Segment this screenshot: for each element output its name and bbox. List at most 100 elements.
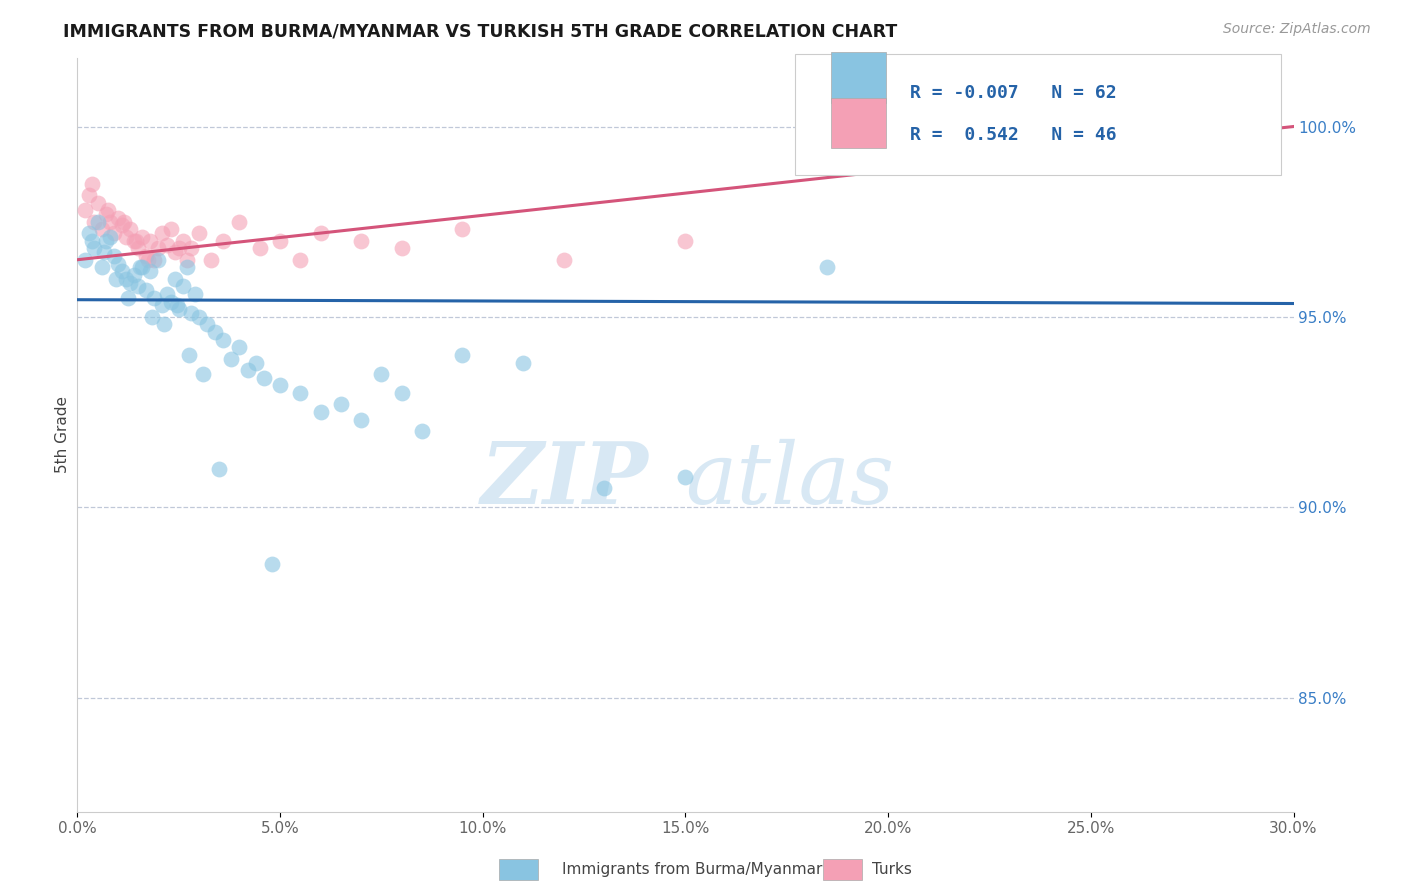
Point <box>253 370 276 384</box>
Point <box>163 245 186 260</box>
Point <box>115 272 138 286</box>
Point <box>512 355 534 369</box>
Point <box>129 260 152 275</box>
Text: IMMIGRANTS FROM BURMA/MYANMAR VS TURKISH 5TH GRADE CORRELATION CHART: IMMIGRANTS FROM BURMA/MYANMAR VS TURKISH… <box>63 22 897 40</box>
Point <box>249 241 271 255</box>
Point <box>815 260 838 275</box>
Point <box>228 340 250 354</box>
Point <box>98 230 121 244</box>
Point <box>155 237 177 252</box>
Point <box>675 469 697 483</box>
Point <box>103 249 125 263</box>
Point <box>97 203 120 218</box>
Point <box>269 378 291 392</box>
Point <box>136 252 159 267</box>
Point <box>180 241 202 255</box>
Point <box>118 276 141 290</box>
Point <box>184 287 207 301</box>
Point <box>451 348 474 362</box>
Point <box>115 230 138 244</box>
Point <box>90 260 112 275</box>
Text: Turks: Turks <box>872 863 911 877</box>
Point <box>143 252 166 267</box>
Point <box>94 207 117 221</box>
Point <box>188 310 211 324</box>
Y-axis label: 5th Grade: 5th Grade <box>55 396 70 474</box>
Point <box>131 230 153 244</box>
Point <box>290 252 312 267</box>
Bar <box>831 53 886 103</box>
Point <box>107 211 129 225</box>
Point <box>79 226 101 240</box>
Point <box>152 226 174 240</box>
Bar <box>831 97 886 148</box>
Point <box>350 412 373 426</box>
Point <box>143 291 166 305</box>
Point <box>104 272 127 286</box>
Point <box>148 252 170 267</box>
Point <box>451 222 474 236</box>
Point <box>370 367 392 381</box>
Point <box>155 287 177 301</box>
Point <box>152 298 174 312</box>
Point <box>176 252 198 267</box>
Point <box>221 351 243 366</box>
Point <box>148 241 170 255</box>
Point <box>177 348 200 362</box>
Point <box>212 333 235 347</box>
Point <box>135 283 157 297</box>
Point <box>167 241 190 255</box>
Point <box>79 188 101 202</box>
Point <box>135 249 157 263</box>
Point <box>83 241 105 255</box>
Point <box>176 260 198 275</box>
Point <box>75 252 97 267</box>
Point <box>269 234 291 248</box>
Point <box>329 397 352 411</box>
Point <box>159 294 181 309</box>
Point <box>125 234 148 248</box>
Text: R =  0.542   N = 46: R = 0.542 N = 46 <box>911 126 1116 144</box>
Point <box>553 252 575 267</box>
Point <box>139 234 162 248</box>
Point <box>83 215 105 229</box>
Point <box>122 234 145 248</box>
Point <box>228 215 250 229</box>
Point <box>141 310 163 324</box>
Point <box>208 462 231 476</box>
Point <box>260 558 283 572</box>
Point <box>675 234 697 248</box>
Point <box>167 302 190 317</box>
Point <box>117 291 139 305</box>
Point <box>75 203 97 218</box>
Point <box>127 241 149 255</box>
Point <box>236 363 259 377</box>
Point <box>111 264 134 278</box>
Point <box>172 234 194 248</box>
Point <box>131 260 153 275</box>
Point <box>127 279 149 293</box>
Point <box>98 215 121 229</box>
Point <box>153 318 176 332</box>
Point <box>86 195 108 210</box>
Point <box>122 268 145 282</box>
Point <box>188 226 211 240</box>
Point <box>103 226 125 240</box>
Text: ZIP: ZIP <box>481 438 650 522</box>
Point <box>172 279 194 293</box>
Point <box>1233 108 1256 122</box>
Point <box>90 222 112 236</box>
Point <box>112 215 135 229</box>
Point <box>411 424 433 438</box>
Point <box>93 245 115 260</box>
Point <box>391 386 413 401</box>
Point <box>245 355 267 369</box>
Point <box>191 367 214 381</box>
Point <box>86 215 108 229</box>
Point <box>80 177 103 191</box>
Point <box>94 234 117 248</box>
Point <box>204 325 226 339</box>
Point <box>350 234 373 248</box>
Point <box>391 241 413 255</box>
Point <box>290 386 312 401</box>
